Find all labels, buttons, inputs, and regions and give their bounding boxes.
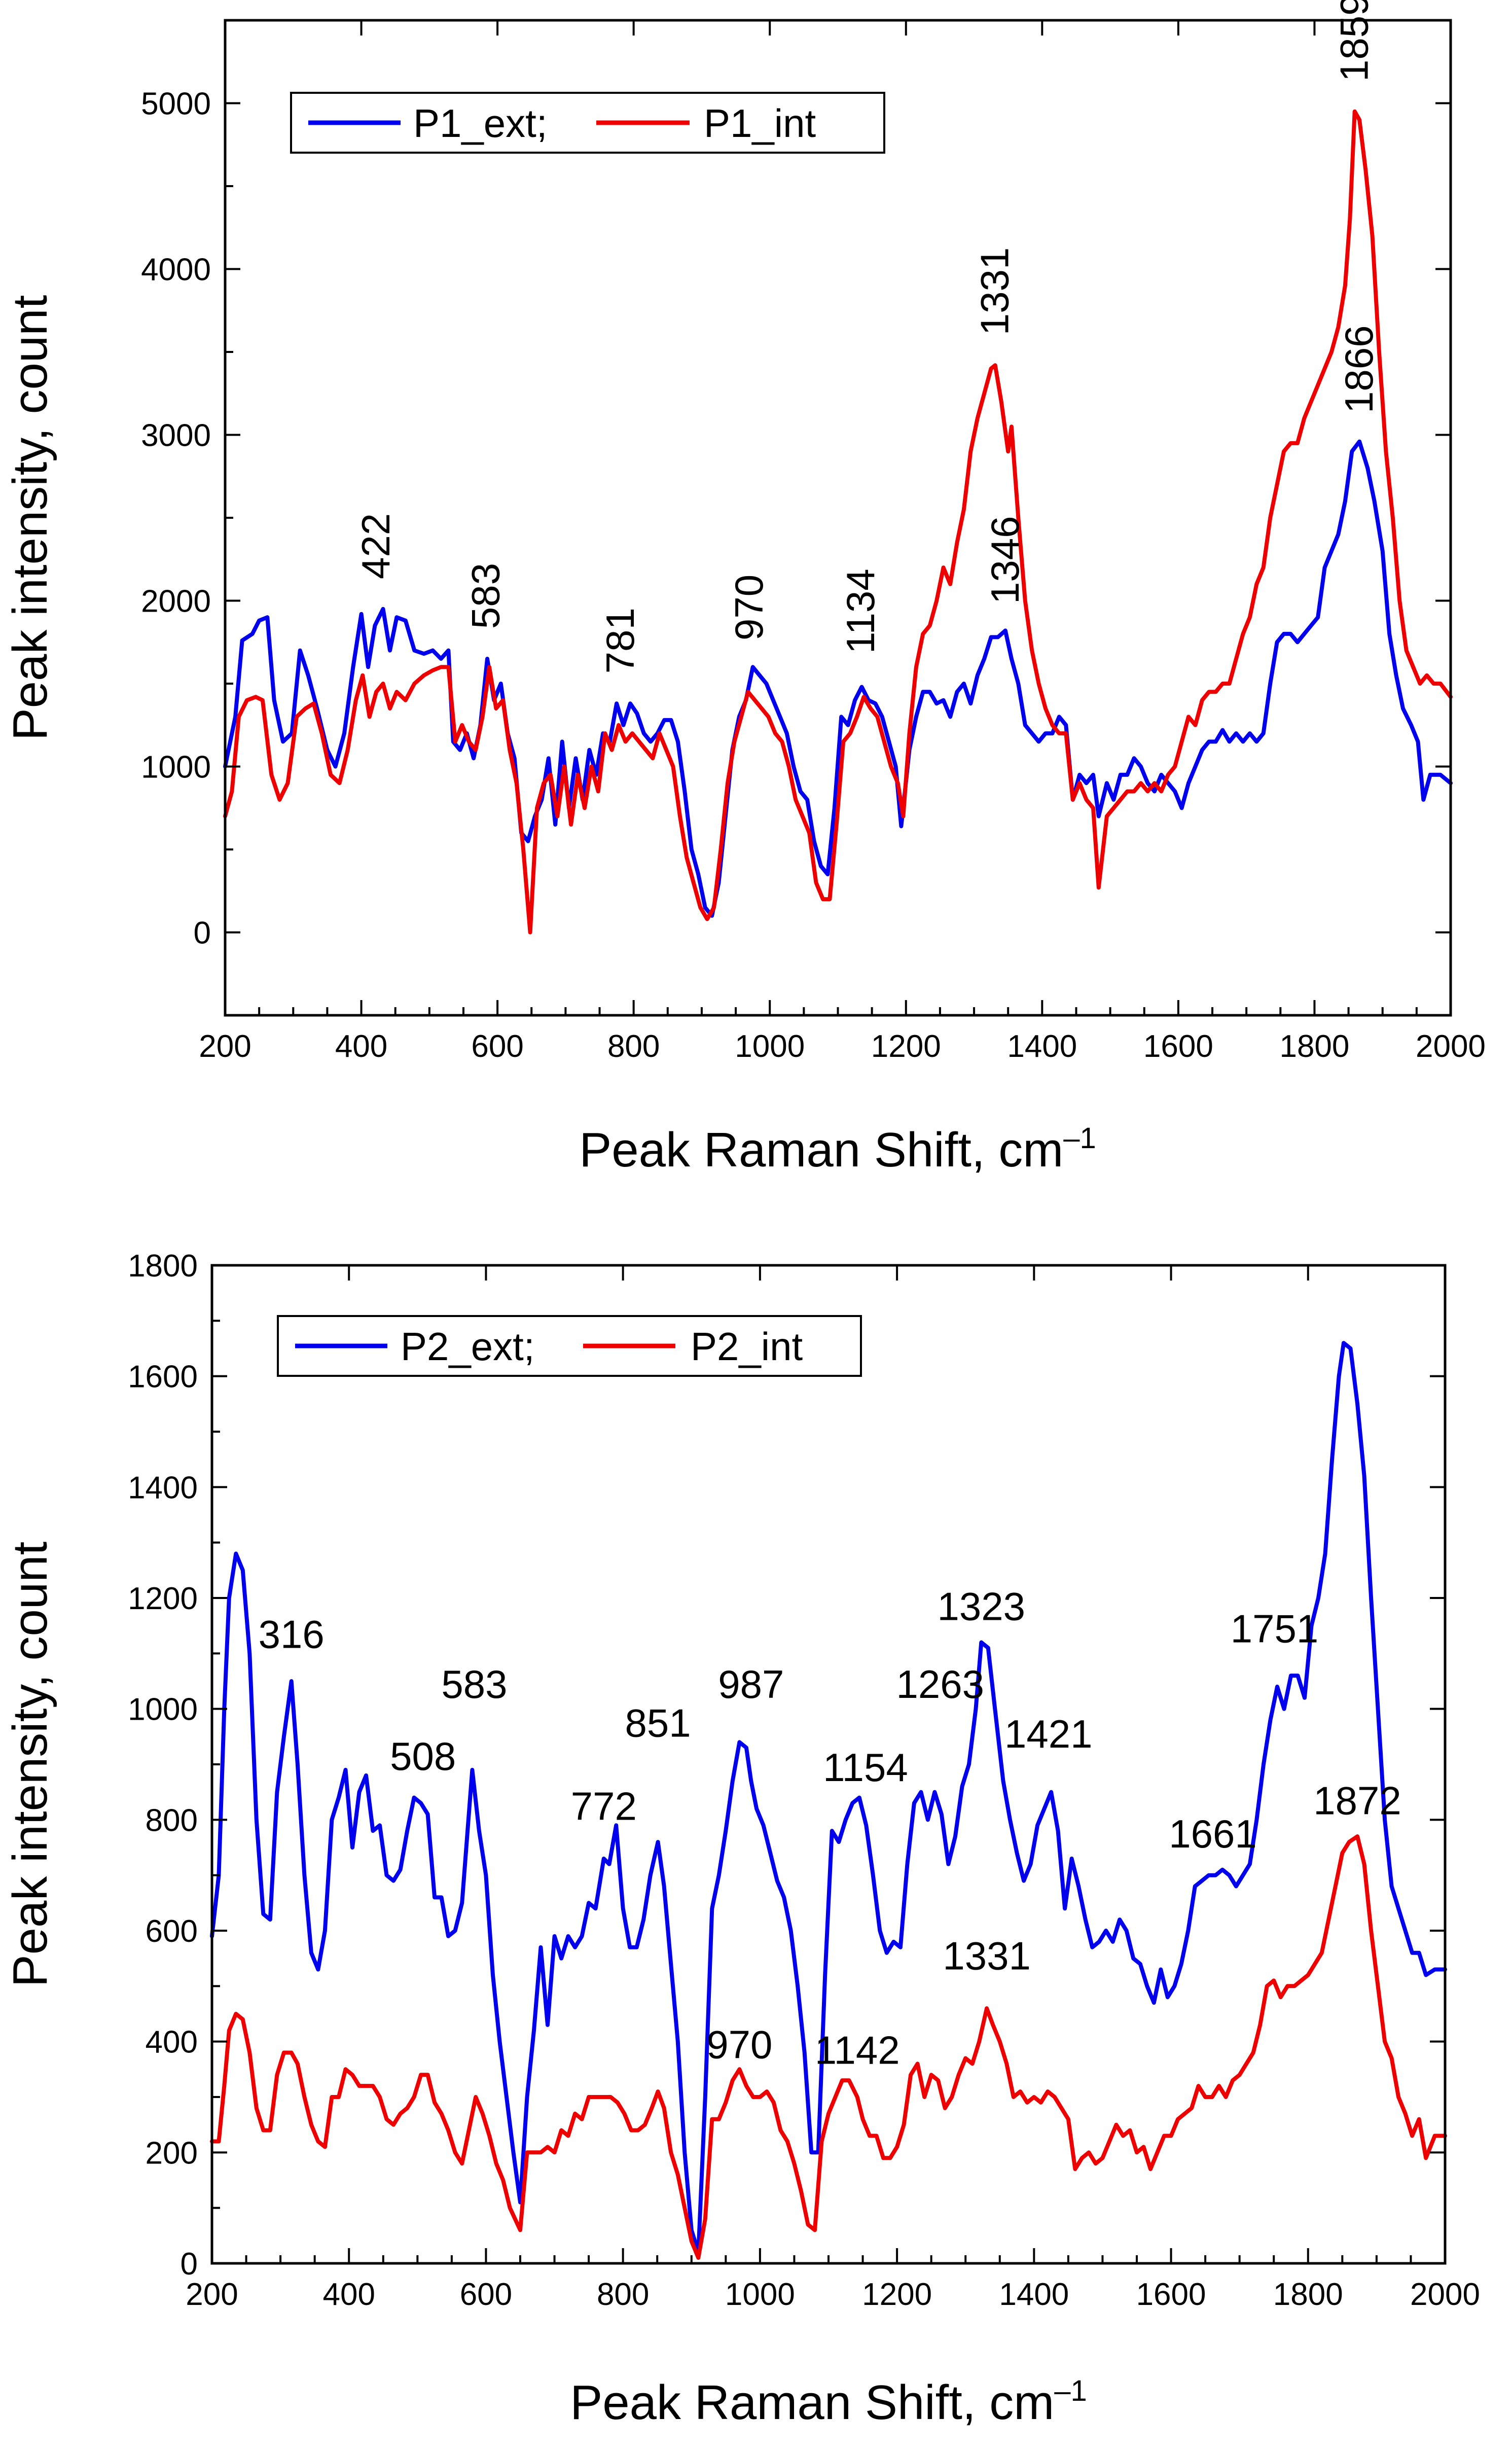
top-chart-x-axis-title: Peak Raman Shift, cm–1 bbox=[579, 1122, 1096, 1177]
bottom-chart-legend-label-p2-int: P2_int bbox=[691, 1324, 803, 1369]
top-chart-peak-label: 1859 bbox=[1332, 0, 1377, 82]
top-chart-legend-label-p1-int: P1_int bbox=[704, 101, 816, 146]
top-chart-x-axis-title-text: Peak Raman Shift, cm bbox=[579, 1123, 1063, 1177]
bottom-chart-panel: 200 400 600 800 1000 1200 1400 1600 1800 20000200… bbox=[3, 1249, 1480, 2430]
bottom-chart-x-axis-title-text: Peak Raman Shift, cm bbox=[570, 2375, 1054, 2430]
top-chart-y-tick-label: 4000 bbox=[141, 253, 211, 288]
bottom-chart-annotations: 316 508 583 772 851 987 1154 1263 1323 1421 1661 17… bbox=[259, 1584, 1401, 2073]
top-chart-peak-label: 970 bbox=[727, 575, 771, 641]
bottom-chart-x-tick-label: 1800 bbox=[1273, 2277, 1343, 2312]
bottom-chart-peak-label: 1751 bbox=[1231, 1606, 1319, 1651]
top-chart-y-tick-label: 0 bbox=[194, 916, 211, 951]
bottom-chart-x-tick-label: 1600 bbox=[1136, 2277, 1206, 2312]
bottom-chart-peak-label: 1263 bbox=[896, 1662, 984, 1707]
top-chart-panel: 200 400 600 800 1000 1200 1400 1600 1800 2000 0 100… bbox=[3, 0, 1486, 1177]
bottom-chart-peak-label: 1421 bbox=[1004, 1712, 1093, 1756]
bottom-chart-peak-label: 316 bbox=[259, 1612, 325, 1656]
top-chart-y-tick-label: 5000 bbox=[141, 87, 211, 122]
bottom-chart-axes: 200 400 600 800 1000 1200 1400 1600 1800 20000200… bbox=[128, 1249, 1480, 2312]
top-chart-x-tick-label: 1400 bbox=[1007, 1029, 1077, 1064]
top-chart-y-axis-title: Peak intensity, count bbox=[3, 295, 57, 741]
top-chart-x-tick-label: 200 bbox=[199, 1029, 251, 1064]
top-chart-y-tick-label: 3000 bbox=[141, 418, 211, 453]
bottom-chart-x-tick-label: 1000 bbox=[725, 2277, 795, 2312]
top-chart-x-tick-label: 2000 bbox=[1416, 1029, 1486, 1064]
bottom-chart-peak-label: 1142 bbox=[815, 2028, 900, 2072]
bottom-chart-x-tick-label: 2000 bbox=[1410, 2277, 1480, 2312]
bottom-chart-peak-label: 1154 bbox=[823, 1745, 908, 1790]
top-chart-axes: 200 400 600 800 1000 1200 1400 1600 1800 2000 0 100… bbox=[141, 19, 1486, 1064]
bottom-chart-legend-label-p2-ext: P2_ext; bbox=[401, 1324, 535, 1369]
top-chart-series-line-p1-ext bbox=[223, 439, 1453, 918]
bottom-chart-peak-label: 1331 bbox=[943, 1934, 1031, 1978]
bottom-chart-series-line-p2-ext bbox=[210, 1341, 1447, 2255]
top-chart-x-tick-label: 1600 bbox=[1143, 1029, 1213, 1064]
bottom-chart-x-tick-label: 1200 bbox=[862, 2277, 932, 2312]
bottom-chart-peak-label: 772 bbox=[571, 1784, 637, 1828]
top-chart-series-line-p1-int bbox=[223, 109, 1453, 935]
bottom-chart-series-layer bbox=[210, 1341, 1447, 2260]
bottom-chart-y-axis-title: Peak intensity, count bbox=[3, 1542, 57, 1987]
top-chart-x-tick-label: 800 bbox=[607, 1029, 660, 1064]
bottom-chart-peak-label: 508 bbox=[390, 1734, 456, 1779]
bottom-chart-y-tick-label: 1600 bbox=[128, 1360, 198, 1395]
top-chart-peak-label: 1134 bbox=[838, 568, 883, 654]
bottom-chart-x-tick-label: 1400 bbox=[999, 2277, 1069, 2312]
top-chart-x-tick-label: 400 bbox=[335, 1029, 387, 1064]
top-chart-peak-label: 1866 bbox=[1337, 325, 1381, 413]
bottom-chart-peak-label: 987 bbox=[718, 1662, 784, 1707]
bottom-chart-x-tick-label: 400 bbox=[322, 2277, 375, 2312]
top-chart-x-tick-label: 1800 bbox=[1279, 1029, 1349, 1064]
top-chart-series-layer bbox=[223, 109, 1453, 935]
top-chart-annotations: 422 583 781 970 1134 1331 1346 1859 1866 bbox=[353, 0, 1381, 673]
bottom-chart-peak-label: 1661 bbox=[1169, 1811, 1257, 1856]
bottom-chart-peak-label: 851 bbox=[625, 1700, 691, 1745]
bottom-chart-y-tick-label: 1000 bbox=[128, 1692, 198, 1727]
bottom-chart-y-tick-label: 400 bbox=[146, 2025, 198, 2060]
top-chart-peak-label: 1346 bbox=[983, 516, 1027, 604]
top-chart-x-tick-label: 1000 bbox=[735, 1029, 805, 1064]
bottom-chart-x-tick-label: 800 bbox=[597, 2277, 649, 2312]
bottom-chart-y-tick-label: 1800 bbox=[128, 1249, 198, 1284]
bottom-chart-x-tick-label: 200 bbox=[186, 2277, 238, 2312]
top-chart-peak-label: 583 bbox=[463, 563, 508, 629]
top-chart-peak-label: 422 bbox=[353, 513, 398, 579]
top-chart-x-axis-title-superscript: –1 bbox=[1063, 1122, 1096, 1155]
bottom-chart-y-tick-label: 800 bbox=[146, 1803, 198, 1838]
bottom-chart-y-tick-label: 200 bbox=[146, 2136, 198, 2171]
bottom-chart-peak-label: 970 bbox=[706, 2022, 772, 2067]
bottom-chart-legend: P2_ext; P2_int bbox=[277, 1315, 862, 1377]
bottom-chart-y-tick-label: 1400 bbox=[128, 1470, 198, 1505]
bottom-chart-peak-label: 583 bbox=[441, 1662, 507, 1707]
top-chart-legend: P1_ext; P1_int bbox=[290, 92, 885, 154]
bottom-chart-y-tick-label: 0 bbox=[181, 2247, 198, 2282]
top-chart-peak-label: 1331 bbox=[973, 247, 1017, 336]
bottom-chart-series-line-p2-int bbox=[210, 1834, 1447, 2260]
bottom-chart-y-tick-label: 1200 bbox=[128, 1581, 198, 1616]
bottom-chart-x-tick-label: 600 bbox=[460, 2277, 512, 2312]
bottom-chart-y-tick-label: 600 bbox=[146, 1914, 198, 1949]
bottom-chart-peak-label: 1323 bbox=[938, 1584, 1026, 1629]
top-chart-peak-label: 781 bbox=[598, 608, 642, 673]
top-chart-x-tick-label: 600 bbox=[471, 1029, 523, 1064]
bottom-chart-x-axis-title-superscript: –1 bbox=[1054, 2374, 1087, 2407]
top-chart-legend-label-p1-ext: P1_ext; bbox=[413, 101, 548, 146]
top-chart-y-tick-label: 1000 bbox=[141, 750, 211, 785]
bottom-chart-peak-label: 1872 bbox=[1313, 1778, 1401, 1823]
top-chart-x-tick-label: 1200 bbox=[871, 1029, 941, 1064]
top-chart-y-tick-label: 2000 bbox=[141, 584, 211, 619]
bottom-chart-x-axis-title: Peak Raman Shift, cm–1 bbox=[570, 2374, 1087, 2430]
